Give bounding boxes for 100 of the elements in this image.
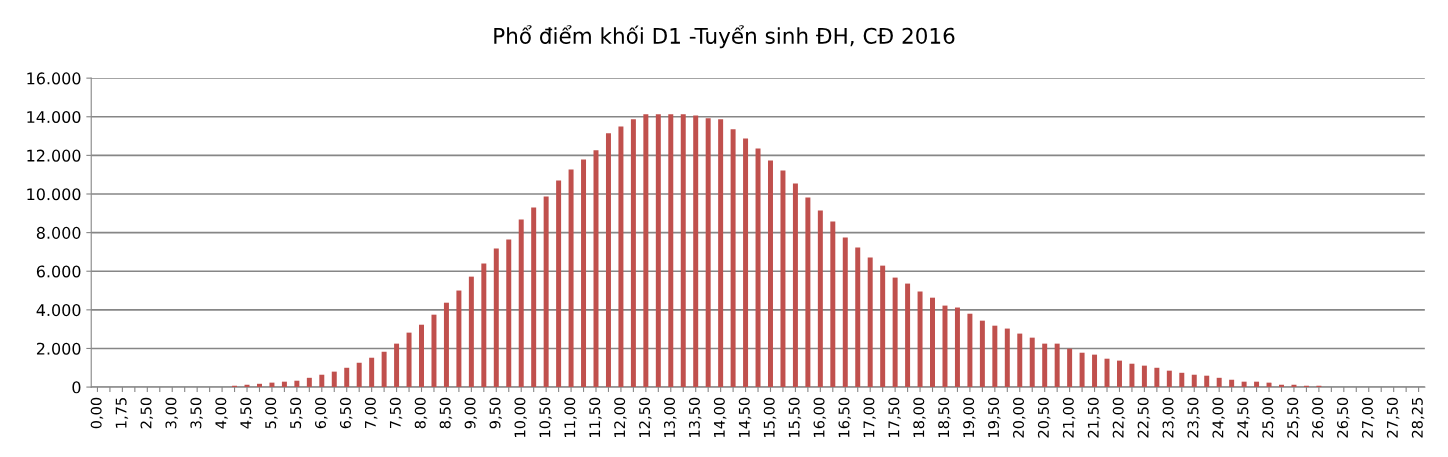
x-tick-label: 23,00 [1162,397,1176,438]
bar [1166,370,1172,388]
bar [830,221,836,388]
bar [792,183,798,388]
bar [256,383,262,388]
x-tick-label: 26,00 [1312,397,1325,438]
bar [468,276,474,388]
x-tick-label: 21,50 [1087,397,1101,438]
x-tick-label: 22,50 [1137,397,1151,438]
x-tick-label: 24,50 [1237,397,1250,438]
x-tick-label: 2,50 [140,397,154,429]
bar [892,277,898,388]
bar [618,126,624,388]
bar [643,114,649,388]
bar [930,297,936,388]
bar [1179,372,1185,388]
bar [855,247,861,388]
x-tick-label: 27,00 [1361,397,1375,438]
x-tick-label: 24,00 [1212,397,1225,438]
bar [954,307,960,388]
bar [431,314,437,388]
bar [905,283,911,388]
x-tick-label: 18,50 [938,397,951,437]
x-tick-label: 3,50 [190,397,203,429]
x-tick-label: 18,00 [913,397,926,437]
x-tick-label: 17,00 [863,397,876,437]
bar [680,114,686,388]
bar [705,118,711,388]
x-tick-label: 6,50 [339,397,353,429]
y-tick-label: 2.000 [36,342,81,355]
bar [543,196,549,388]
x-tick-label: 15,50 [788,397,802,437]
x-tick-label: 27,50 [1386,397,1400,438]
x-tick-label: 5,00 [265,397,278,429]
x-tick-label: 13,00 [663,397,677,437]
x-tick-label: 19,00 [963,397,976,437]
bar [718,119,724,388]
bar [1042,343,1048,388]
y-tick-label: 16.000 [27,72,81,85]
bar [979,320,985,388]
bar [506,239,512,388]
bar [1004,328,1010,388]
bar [493,248,499,388]
bar [867,257,873,388]
x-tick-label: 16,00 [813,397,827,437]
bar [967,313,973,388]
x-tick-label: 4,00 [215,397,228,429]
bar [1204,375,1210,388]
bar [1054,343,1060,388]
x-tick-label: 10,00 [514,397,527,437]
bar [768,160,773,388]
x-tick-label: 11,50 [589,397,602,437]
bar [319,374,325,388]
bar [1241,381,1247,388]
bar [1116,360,1122,388]
bar [630,119,636,388]
y-tick-label: 4.000 [36,304,81,317]
x-tick-label: 14,50 [738,397,752,437]
x-tick-label: 8,00 [414,397,428,429]
bar [805,197,811,388]
x-tick-label: 12,50 [639,397,652,437]
bar [581,159,587,388]
bar [1092,354,1098,388]
bar [294,380,300,388]
x-tick-label: 8,50 [439,397,453,429]
bar [518,219,524,388]
x-tick-label: 14,00 [713,397,727,437]
bar [1154,367,1160,388]
bar [394,343,400,388]
x-tick-label: 28,25 [1411,398,1425,438]
x-tick-label: 20,50 [1037,397,1051,438]
bar [942,305,948,388]
y-tick-label: 10.000 [27,188,81,201]
bar [1029,337,1035,388]
bar [655,114,661,388]
bar [842,237,848,388]
x-tick-label: 22,00 [1112,397,1126,438]
bar [743,138,749,388]
x-tick-label: 15,00 [763,397,777,437]
bar [406,332,412,388]
bar [281,381,287,388]
bar [1229,379,1235,388]
x-tick-label: 9,50 [489,397,503,429]
bar [780,170,786,388]
y-tick-label: 8.000 [36,226,81,239]
x-tick-label: 0,00 [90,397,104,429]
bar [556,180,562,388]
bar [369,357,375,388]
bar [1191,374,1197,388]
bar [306,377,312,388]
x-tick-label: 1,75 [115,398,129,428]
bar [668,114,674,388]
bar [730,129,736,388]
bar [419,324,424,388]
bar [568,169,574,388]
bar [331,371,337,388]
bar [1067,348,1073,388]
x-tick-label: 13,50 [688,397,702,437]
bar [443,302,449,388]
bar [755,148,761,388]
